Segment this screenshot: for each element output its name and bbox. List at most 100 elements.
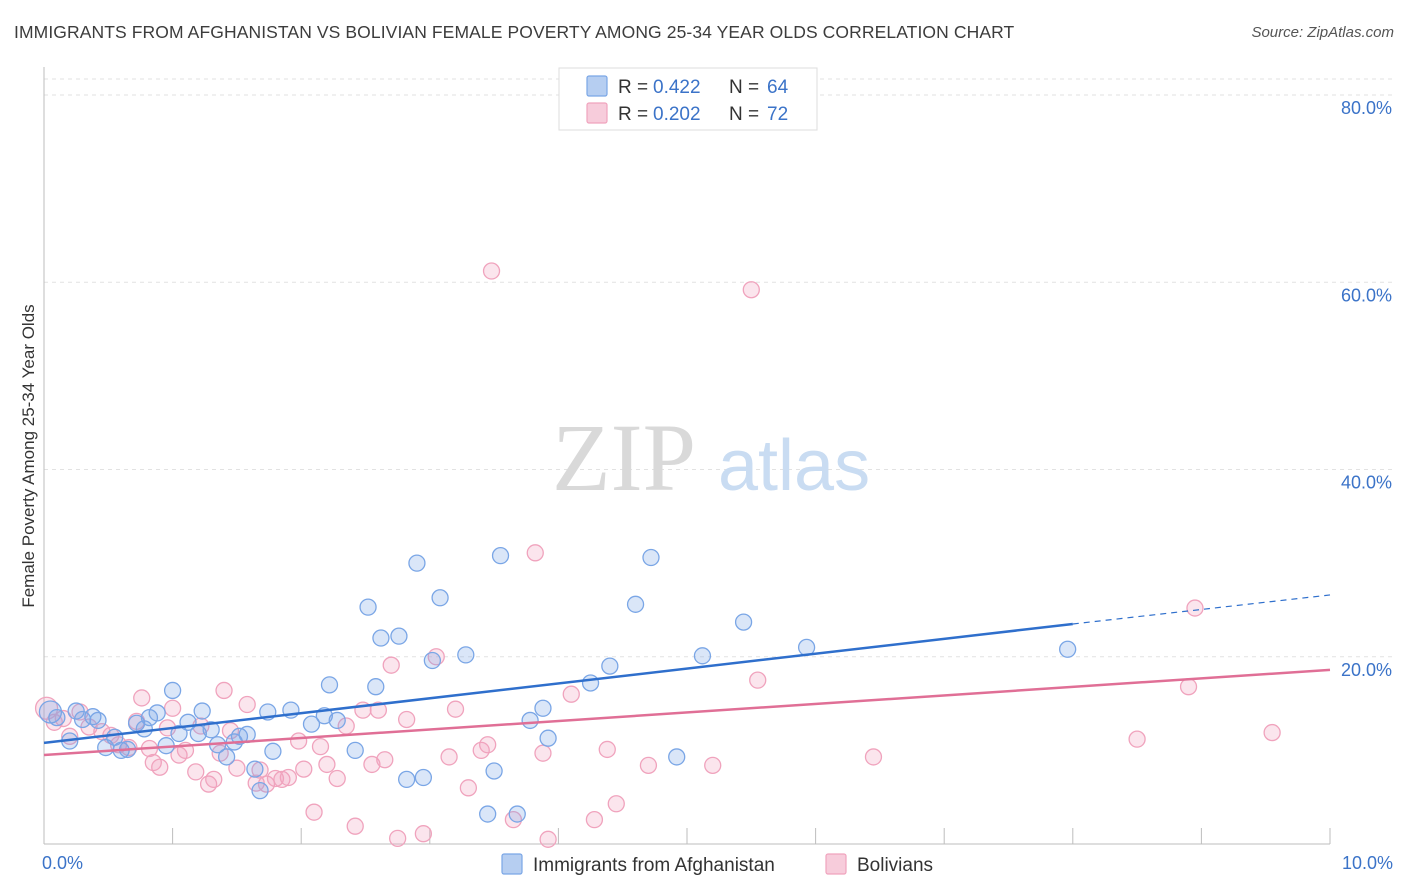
point-afghanistan: [626, 595, 645, 613]
point-bolivians: [1263, 723, 1281, 742]
legend-swatch-afghanistan: [586, 75, 608, 97]
point-afghanistan: [367, 678, 385, 696]
point-bolivians: [289, 732, 308, 750]
legend-n-label-bolivians: N =: [729, 104, 759, 125]
point-afghanistan: [539, 729, 557, 747]
watermark: ZIP atlas: [552, 404, 870, 511]
chart-title: IMMIGRANTS FROM AFGHANISTAN VS BOLIVIAN …: [14, 22, 1015, 42]
point-afghanistan: [1059, 640, 1077, 658]
point-bolivians: [376, 751, 394, 769]
legend-r-label-afghanistan: R =: [618, 77, 648, 98]
point-afghanistan: [217, 748, 236, 766]
point-bolivians: [639, 756, 658, 775]
y-tick-label: 40.0%: [1341, 473, 1392, 493]
point-bolivians: [266, 769, 285, 788]
point-afghanistan: [479, 805, 497, 823]
point-bolivians: [54, 709, 72, 728]
point-afghanistan: [423, 651, 442, 670]
point-bolivians: [346, 817, 364, 835]
point-afghanistan: [89, 711, 107, 730]
watermark-zip: ZIP: [552, 404, 696, 511]
point-bolivians: [238, 695, 256, 714]
point-bolivians: [459, 779, 478, 797]
point-bolivians: [1186, 599, 1204, 617]
point-bolivians: [163, 699, 182, 717]
point-bolivians: [311, 737, 330, 756]
point-bolivians: [607, 795, 625, 813]
point-bolivians: [482, 262, 501, 280]
point-bolivians: [228, 759, 246, 777]
point-afghanistan: [328, 711, 346, 730]
series-legend-label-afghanistan: Immigrants from Afghanistan: [533, 855, 775, 876]
point-bolivians: [363, 755, 381, 774]
point-bolivians: [1179, 678, 1198, 696]
data-points: [34, 262, 1281, 848]
x-tick-label-min: 0.0%: [42, 853, 83, 873]
watermark-atlas: atlas: [718, 426, 870, 506]
point-bolivians: [585, 811, 604, 829]
point-afghanistan: [534, 699, 552, 717]
point-bolivians: [704, 756, 722, 775]
point-bolivians: [440, 748, 458, 766]
x-tick-labels: 0.0% 10.0%: [42, 853, 1393, 873]
legend-r-value-afghanistan: 0.422: [653, 77, 701, 98]
point-afghanistan: [264, 742, 282, 760]
y-tick-label: 60.0%: [1341, 285, 1392, 305]
point-bolivians: [328, 769, 346, 788]
point-afghanistan: [414, 768, 433, 787]
point-afghanistan: [346, 741, 364, 760]
point-afghanistan: [693, 647, 712, 665]
point-bolivians: [151, 758, 169, 776]
point-bolivians: [205, 770, 223, 789]
point-afghanistan: [251, 781, 269, 800]
trend-lines: [43, 594, 1331, 757]
point-bolivians: [382, 656, 400, 674]
point-bolivians: [742, 281, 760, 299]
point-afghanistan: [581, 674, 600, 692]
point-bolivians: [539, 830, 557, 848]
series-legend-swatch-bolivians: [825, 853, 847, 875]
legend-n-value-bolivians: 72: [767, 104, 788, 125]
point-afghanistan: [390, 627, 408, 645]
point-bolivians: [318, 755, 336, 774]
series-legend-label-bolivians: Bolivians: [857, 855, 933, 876]
legend-n-value-afghanistan: 64: [767, 77, 789, 98]
legend-swatch-bolivians: [586, 102, 608, 124]
point-bolivians: [388, 829, 407, 848]
point-afghanistan: [148, 704, 166, 722]
y-axis-label: Female Poverty Among 25-34 Year Olds: [19, 304, 38, 607]
y-tick-labels: 20.0% 40.0% 60.0% 80.0%: [1341, 98, 1392, 680]
point-bolivians: [562, 685, 580, 703]
point-afghanistan: [372, 629, 390, 647]
point-afghanistan: [521, 711, 539, 730]
gridlines: [44, 78, 1392, 658]
trend-line-bolivians: [43, 668, 1331, 757]
point-afghanistan: [320, 676, 339, 694]
point-bolivians: [133, 689, 151, 707]
point-afghanistan: [163, 681, 182, 700]
point-afghanistan: [48, 708, 66, 727]
legend-r-label-bolivians: R =: [618, 104, 648, 125]
point-bolivians: [279, 768, 297, 787]
point-bolivians: [199, 775, 218, 793]
point-bolivians: [215, 681, 233, 700]
point-afghanistan: [398, 770, 416, 789]
point-afghanistan: [601, 657, 619, 675]
point-bolivians: [749, 671, 767, 689]
point-afghanistan: [408, 554, 426, 572]
legend: R = 0.422 N = 64 R = 0.202 N = 72: [558, 67, 818, 131]
x-tick-label-max: 10.0%: [1342, 853, 1393, 873]
legend-r-value-bolivians: 0.202: [653, 104, 701, 125]
point-afghanistan: [668, 748, 686, 766]
point-bolivians: [295, 760, 313, 778]
point-afghanistan: [734, 613, 753, 631]
point-afghanistan: [485, 762, 503, 780]
series-legend: Immigrants from Afghanistan Bolivians: [501, 853, 933, 876]
point-afghanistan: [642, 548, 660, 567]
point-afghanistan: [359, 598, 377, 616]
y-tick-label: 20.0%: [1341, 660, 1392, 680]
point-afghanistan: [431, 589, 449, 607]
point-bolivians: [187, 763, 205, 781]
point-afghanistan: [491, 546, 510, 565]
